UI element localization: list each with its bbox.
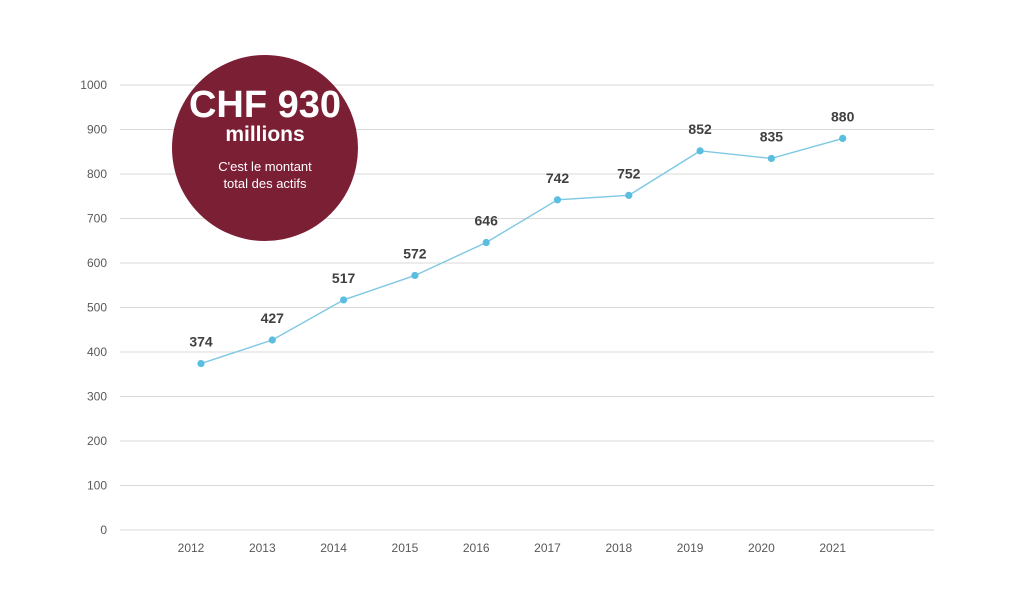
data-point [553, 196, 562, 204]
x-tick-label: 2014 [320, 541, 347, 555]
data-label: 517 [332, 270, 356, 286]
data-point [767, 154, 776, 163]
data-label: 852 [688, 121, 712, 137]
y-tick-label: 1000 [80, 78, 107, 92]
callout-unit: millions [225, 123, 305, 146]
data-label: 646 [475, 213, 499, 229]
data-point [482, 238, 490, 247]
data-labels: 374 427 517 572 646 742 752 852 835 880 [189, 108, 854, 349]
x-tick-label: 2013 [249, 541, 276, 555]
data-point [696, 147, 704, 155]
callout-line-1: C'est le montant [218, 159, 312, 174]
total-assets-callout: CHF 930 millions C'est le montant total … [172, 55, 358, 241]
data-point [839, 134, 847, 142]
data-point [411, 271, 419, 280]
y-tick-label: 100 [87, 479, 107, 493]
callout-caption: C'est le montant total des actifs [190, 158, 340, 192]
x-tick-label: 2016 [463, 541, 490, 555]
data-point [340, 296, 348, 304]
x-tick-label: 2021 [819, 541, 846, 555]
y-tick-label: 0 [100, 523, 107, 537]
x-tick-label: 2017 [534, 541, 561, 555]
x-tick-label: 2018 [605, 541, 632, 555]
data-label: 752 [617, 165, 641, 181]
data-label: 880 [831, 108, 855, 124]
y-tick-label: 500 [87, 301, 107, 315]
series-line [200, 137, 843, 365]
x-tick-label: 2019 [677, 541, 704, 555]
y-tick-label: 800 [87, 167, 107, 181]
x-axis: 2012 2013 2014 2015 2016 2017 2018 2019 2020 2021 [178, 541, 847, 555]
data-label: 742 [546, 170, 570, 186]
callout-headline: CHF 930 [188, 84, 342, 126]
x-tick-label: 2012 [178, 541, 205, 555]
x-tick-label: 2015 [392, 541, 419, 555]
callout-line-2: total des actifs [223, 176, 307, 191]
data-point [268, 336, 276, 344]
data-point [197, 359, 205, 368]
y-tick-label: 300 [87, 390, 107, 404]
series-assets [197, 134, 847, 368]
x-tick-label: 2020 [748, 541, 775, 555]
data-label: 572 [403, 245, 427, 261]
y-tick-label: 400 [87, 345, 107, 359]
y-axis: 0 100 200 300 400 500 600 700 800 900 1000 [80, 78, 107, 537]
data-label: 427 [261, 310, 285, 326]
y-tick-label: 700 [87, 212, 107, 226]
data-label: 374 [189, 334, 213, 350]
data-label: 835 [760, 128, 784, 144]
y-tick-label: 600 [87, 256, 107, 270]
y-tick-label: 900 [87, 123, 107, 137]
data-point [625, 191, 633, 199]
y-tick-label: 200 [87, 434, 107, 448]
